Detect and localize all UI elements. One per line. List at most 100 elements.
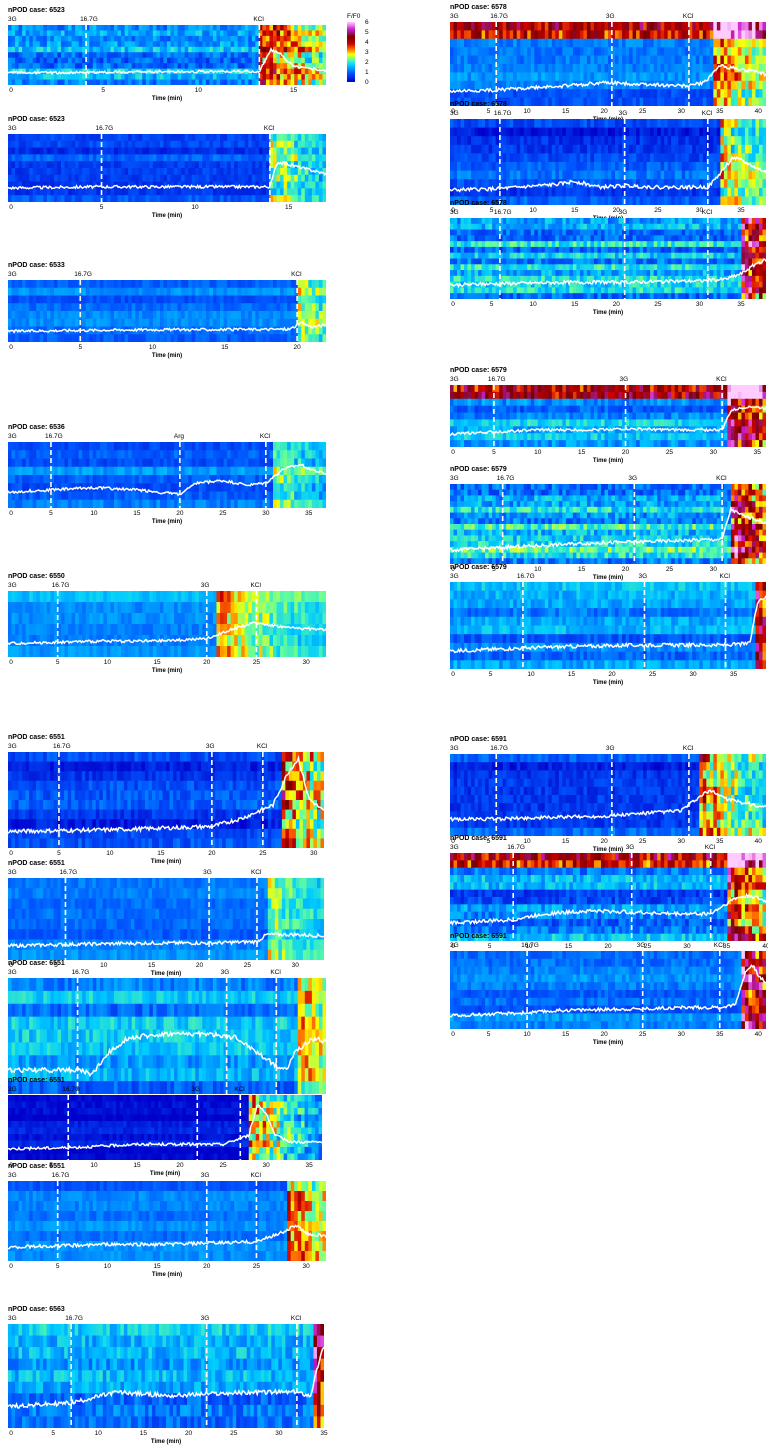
heatmap-cell xyxy=(195,334,199,342)
heatmap-cell xyxy=(171,63,175,69)
panel-title: nPOD case: 6523 xyxy=(8,116,65,123)
heatmap-cell xyxy=(114,148,118,155)
heatmap-cell xyxy=(47,334,51,342)
heatmap-cell xyxy=(313,829,317,839)
heatmap-cell xyxy=(71,790,75,800)
heatmap-cell xyxy=(40,492,44,501)
heatmap-cell xyxy=(206,58,210,64)
heatmap-cell xyxy=(195,188,199,195)
heatmap-cell xyxy=(68,47,72,53)
heatmap-cell xyxy=(229,762,233,772)
heatmap-cell xyxy=(174,311,178,319)
heatmap-cell xyxy=(57,47,61,53)
heatmap-cell xyxy=(166,771,170,781)
heatmap-cell xyxy=(296,819,300,829)
heatmap-cell xyxy=(118,30,122,36)
heatmap-cell xyxy=(103,175,107,182)
heatmap-cell xyxy=(43,602,47,614)
heatmap-cell xyxy=(322,63,326,69)
heatmap-cell xyxy=(216,168,220,175)
heatmap-cell xyxy=(273,311,277,319)
heatmap-cell xyxy=(187,781,191,791)
heatmap-cell xyxy=(301,141,305,148)
heatmap-cell xyxy=(103,36,107,42)
heatmap-cell xyxy=(236,752,240,762)
heatmap-cell xyxy=(248,41,252,47)
heatmap-cell xyxy=(110,790,114,800)
heatmap-cell xyxy=(132,134,136,141)
heatmap-cell xyxy=(195,442,199,451)
heatmap-cell xyxy=(299,819,303,829)
heatmap-cell xyxy=(199,148,203,155)
heatmap-cell xyxy=(68,80,72,85)
heatmap-cell xyxy=(82,602,86,614)
heatmap-cell xyxy=(96,52,100,58)
heatmap-cell xyxy=(142,613,146,625)
heatmap-cell xyxy=(26,168,30,175)
heatmap-cell xyxy=(294,483,298,492)
heatmap-cell xyxy=(148,752,152,762)
heatmap-cell xyxy=(148,790,152,800)
x-tick-label: 25 xyxy=(253,659,260,666)
heatmap-cell xyxy=(26,888,30,899)
heatmap-cell xyxy=(12,168,16,175)
heatmap-cell xyxy=(213,442,217,451)
heatmap-cell xyxy=(188,442,192,451)
heatmap-cell xyxy=(282,762,286,772)
heatmap-cell xyxy=(96,334,100,342)
heatmap-cell xyxy=(308,182,312,189)
heatmap-cell xyxy=(8,613,12,625)
heatmap-cell xyxy=(269,591,273,603)
heatmap-cell xyxy=(303,800,307,810)
heatmap-cell xyxy=(113,762,117,772)
heatmap-cell xyxy=(231,74,235,80)
heatmap-cell xyxy=(43,781,47,791)
heatmap-cell xyxy=(163,25,167,31)
heatmap-cell xyxy=(241,36,245,42)
heatmap-cell xyxy=(277,319,281,327)
heatmap-cell xyxy=(43,459,47,468)
heatmap-cell xyxy=(26,195,30,202)
heatmap-cell xyxy=(285,781,289,791)
heatmap-cell xyxy=(192,311,196,319)
heatmap-cell xyxy=(301,288,305,296)
heatmap-cell xyxy=(234,635,238,647)
heatmap-cell xyxy=(224,500,228,508)
heatmap-cell xyxy=(312,288,316,296)
heatmap-cell xyxy=(79,80,83,85)
heatmap-cell xyxy=(75,168,79,175)
heatmap-cell xyxy=(72,58,76,64)
heatmap-cell xyxy=(322,602,326,614)
heatmap-plot xyxy=(8,752,324,848)
heatmap-cell xyxy=(178,134,182,141)
heatmap-cell xyxy=(43,161,47,168)
heatmap-cell xyxy=(167,500,171,508)
heatmap-cell xyxy=(284,635,288,647)
heatmap-cell xyxy=(216,80,220,85)
heatmap-cell xyxy=(209,154,213,161)
heatmap-cell xyxy=(308,450,312,459)
heatmap-cell xyxy=(234,311,238,319)
heatmap-cell xyxy=(47,36,51,42)
heatmap-cell xyxy=(89,175,93,182)
heatmap-cell xyxy=(12,602,16,614)
heatmap-cell xyxy=(163,646,167,657)
heatmap-cell xyxy=(40,624,44,636)
heatmap-cell xyxy=(220,280,224,288)
heatmap-cell xyxy=(277,74,281,80)
heatmap-cell xyxy=(220,602,224,614)
heatmap-cell xyxy=(198,838,202,848)
heatmap-cell xyxy=(195,602,199,614)
heatmap-cell xyxy=(298,303,302,311)
heatmap-cell xyxy=(305,30,309,36)
heatmap-cell xyxy=(78,878,82,889)
heatmap-cell xyxy=(238,36,242,42)
panel-title: nPOD case: 6551 xyxy=(8,860,65,867)
heatmap-cell xyxy=(43,762,47,772)
heatmap-cell xyxy=(33,311,37,319)
heatmap-cell xyxy=(188,80,192,85)
heatmap-cell xyxy=(320,838,324,848)
heatmap-cell xyxy=(113,878,117,889)
heatmap-cell xyxy=(120,878,124,889)
heatmap-cell xyxy=(171,450,175,459)
